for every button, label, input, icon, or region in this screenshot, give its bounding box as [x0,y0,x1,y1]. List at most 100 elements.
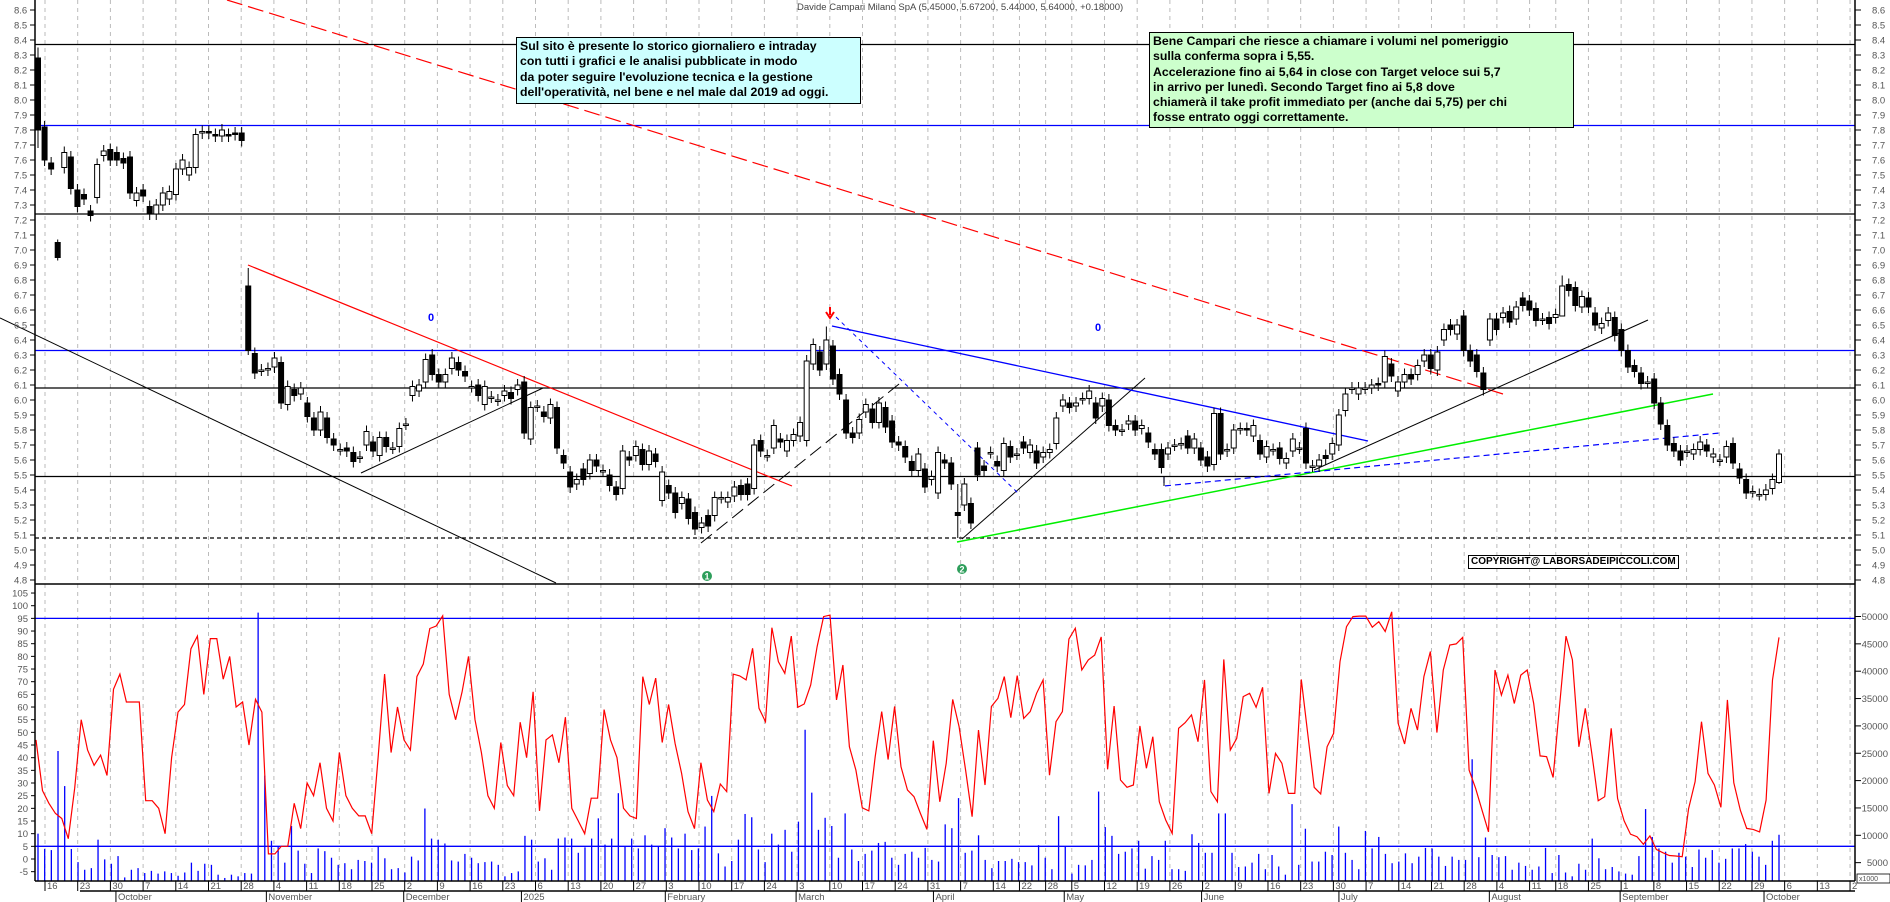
candle [586,454,593,480]
candle [718,491,725,504]
price-axis-label: 6.3 [14,351,27,362]
candle-body [1526,300,1533,311]
week-tick-label: 14 [995,881,1006,892]
candle [1670,437,1677,457]
week-tick-label: 6 [1787,881,1792,892]
candle-body [711,497,718,516]
candle [1690,443,1697,460]
candle [297,382,304,400]
candle [652,448,659,468]
candle [593,454,600,472]
candle [823,326,830,370]
candle [455,356,462,376]
candle [1204,451,1211,472]
week-tick-label: 27 [636,881,647,892]
candle [264,362,271,376]
candle [856,413,863,439]
candle-body [80,194,87,200]
candle-body [1565,284,1572,291]
price-axis-label: 5.7 [14,441,27,452]
week-tick-label: 16 [472,881,483,892]
note-line: sulla conferma sopra i 5,55. [1153,49,1315,64]
candle [1145,427,1152,448]
candle-body [1427,354,1434,369]
oscillator-axis-label: 50 [17,728,28,739]
trendlines [0,0,1721,584]
candle [540,406,547,423]
candle [448,352,455,375]
candle [895,436,902,451]
candle-body [120,158,127,164]
candle [1289,433,1296,457]
price-axis-label: 8.0 [1872,96,1885,107]
candle-body [186,167,193,176]
candle-body [1624,350,1631,368]
week-tick-label: 14 [1401,881,1412,892]
candle-body [1178,443,1185,446]
oscillator-line [35,611,1780,858]
week-tick-label: 22 [1021,881,1032,892]
candle-body [304,402,311,417]
candle [74,184,81,213]
black-channel-line [0,317,557,584]
candle-body [422,359,429,383]
candle [534,400,541,412]
candle-body [1073,402,1080,407]
candle-body [67,156,74,189]
week-tick-label: 19 [1139,881,1150,892]
candle-body [1756,494,1763,497]
candle [757,434,764,457]
candle [1460,310,1467,357]
candle-body [383,437,390,447]
candle-body [54,242,61,258]
candle-body [435,374,442,383]
candle [1243,422,1250,436]
week-tick-label: 8 [1656,881,1661,892]
price-axis-label: 6.9 [14,261,27,272]
candle-body [396,428,403,447]
candle-body [1513,306,1520,320]
candle [1217,407,1224,460]
price-axis-label: 5.9 [14,411,27,422]
candle-body [1690,449,1697,455]
candle [580,463,587,486]
month-label: July [1341,892,1358,902]
week-tick-label: 4 [276,881,281,892]
candle [1605,307,1612,327]
candle [994,455,1001,472]
candle-body [1506,311,1513,323]
candle [1138,419,1145,435]
candle-body [764,455,771,458]
candle-body [317,411,324,431]
price-axis-label: 6.4 [14,336,27,347]
week-tick-label: 7 [145,881,150,892]
candle-body [941,459,948,464]
price-axis-label: 7.7 [14,141,27,152]
candle-body [987,452,994,455]
candle-body [337,449,344,452]
candle-body [126,156,133,194]
candle-body [1296,447,1303,450]
candle [797,416,804,442]
candle [337,443,344,456]
oscillator-axis-label: 25 [17,791,28,802]
candle-body [698,522,705,528]
candle-body [448,357,455,369]
price-axis-label: 5.6 [1872,456,1885,467]
candle [790,428,797,447]
candle-body [225,134,232,137]
candle-body [1243,428,1250,431]
candle [672,487,679,519]
candle-body [961,483,968,506]
oscillator-axis-label: 30 [17,779,28,790]
candle-body [882,407,889,428]
month-label: June [1204,892,1225,902]
green-support-line [956,393,1714,543]
candle [251,347,258,379]
price-axis-label: 7.2 [1872,216,1885,227]
candle [1309,460,1316,472]
candle-body [264,368,271,371]
price-axis-label: 6.5 [1872,321,1885,332]
candle-body [251,353,258,374]
candle [613,481,620,501]
